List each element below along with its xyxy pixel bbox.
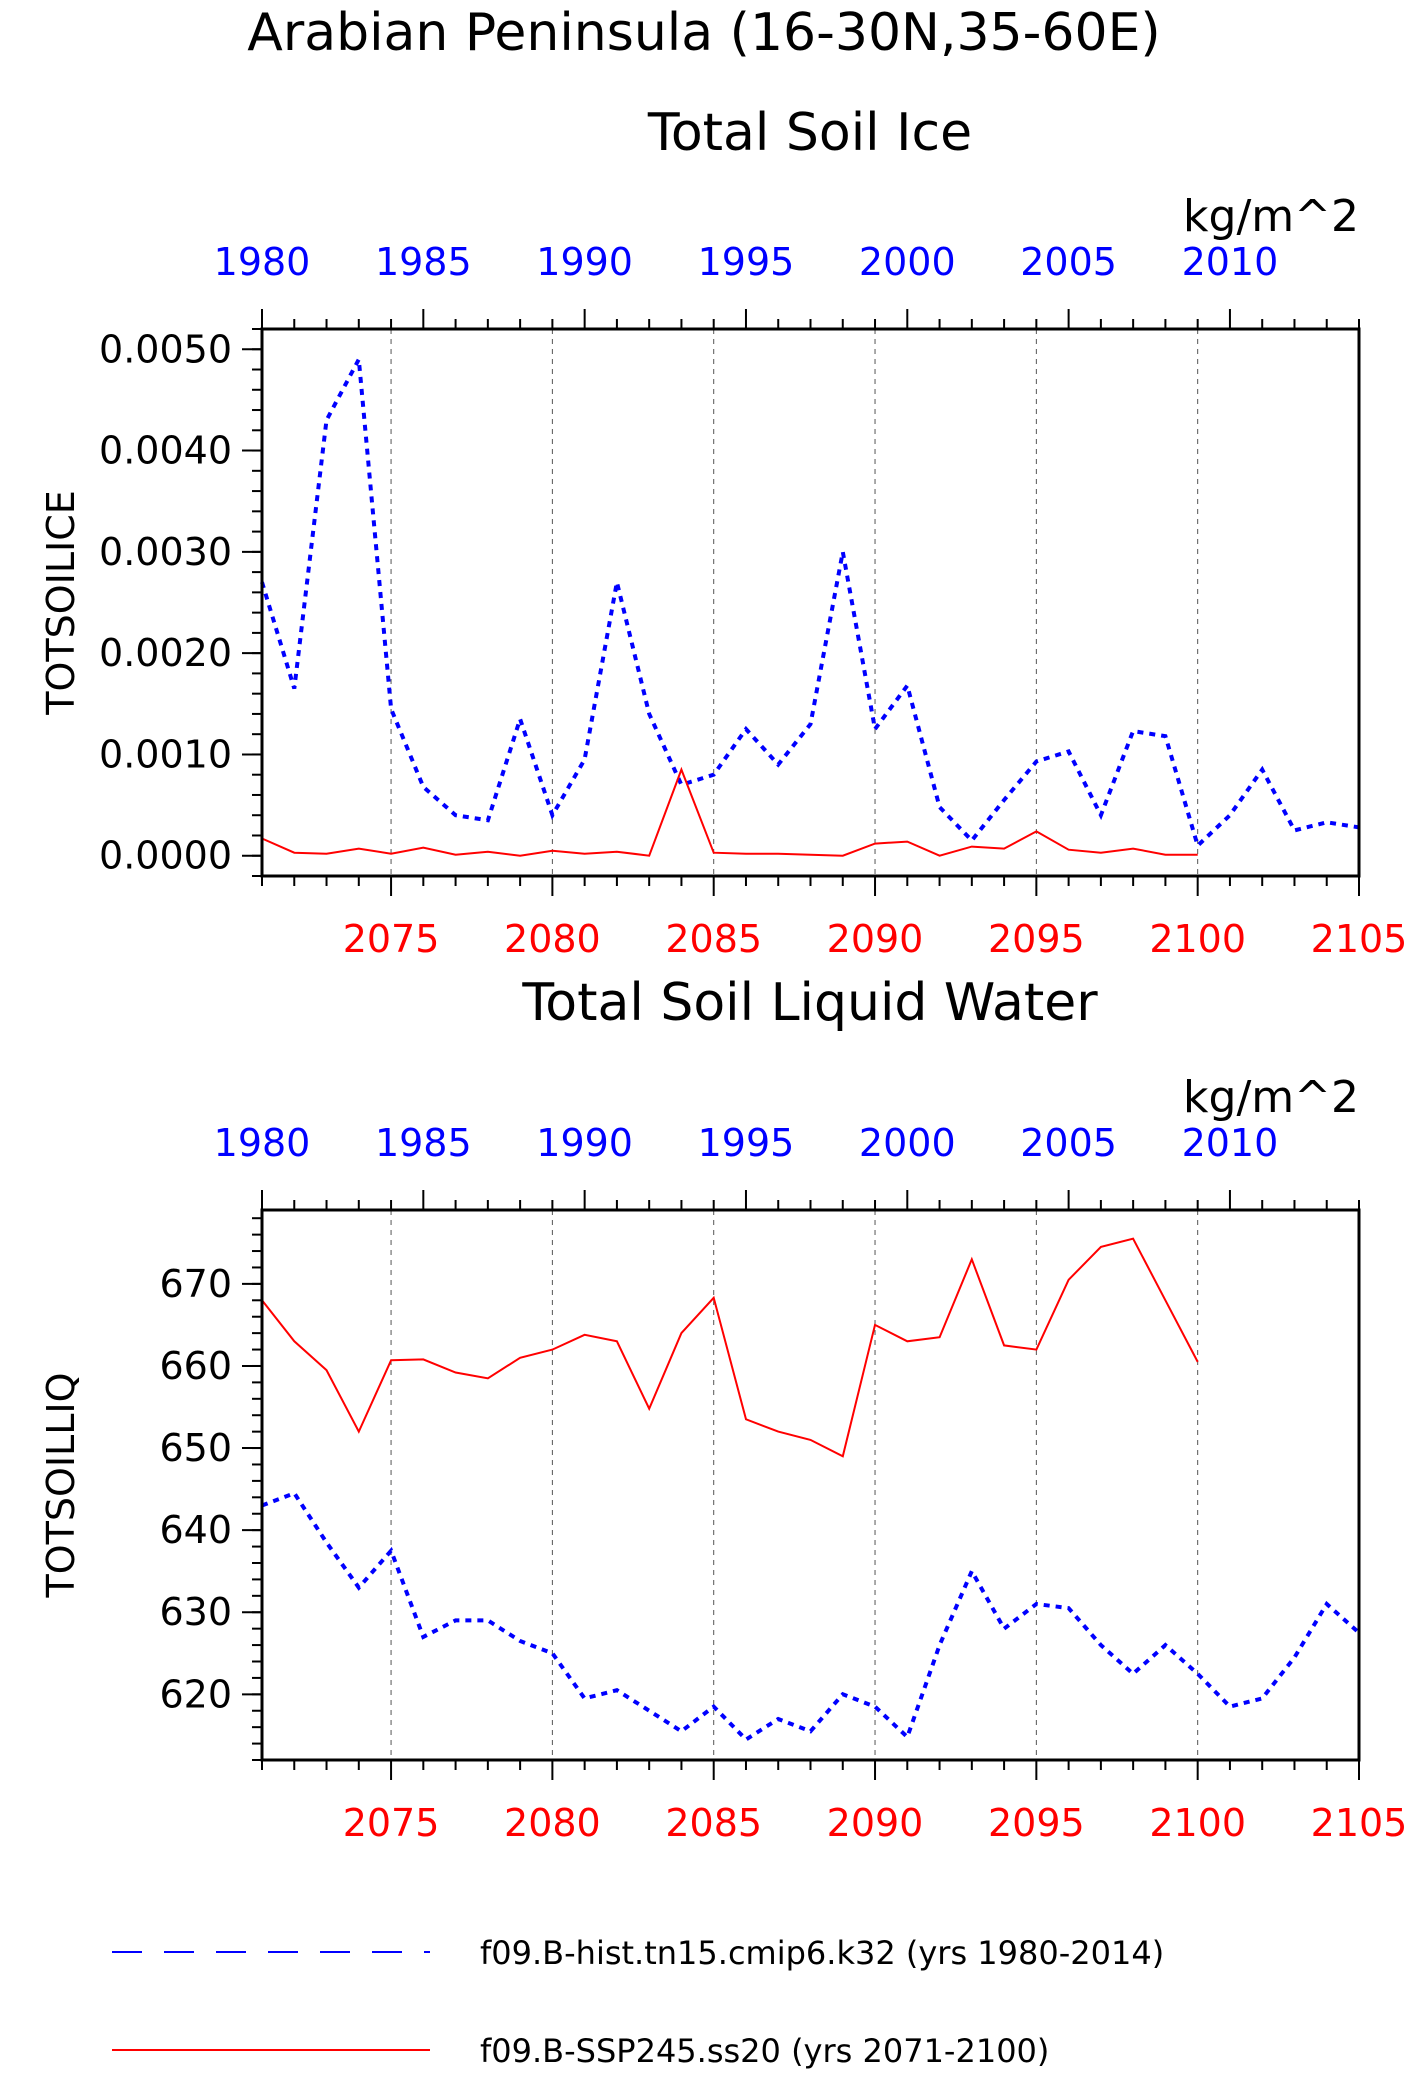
x-tick-label-top: 1995	[698, 1121, 795, 1165]
x-tick-label-top: 1985	[375, 1121, 472, 1165]
series-line-ssp	[261, 1237, 1199, 1458]
figure-title: Arabian Peninsula (16-30N,35-60E)	[247, 3, 1160, 63]
plot-frame	[260, 1208, 1361, 1762]
x-tick-label-bottom: 2090	[827, 1801, 924, 1845]
x-tick-label-bottom: 2095	[988, 1801, 1085, 1845]
x-tick-label-top: 1980	[214, 1121, 311, 1165]
legend-label-ssp: f09.B-SSP245.ss20 (yrs 2071-2100)	[480, 2032, 1049, 2070]
y-tick-label: 670	[159, 1262, 232, 1306]
panel-total-soil-liquid-water: Total Soil Liquid Water kg/m^2 TOTSOILLIQ 2…	[39, 973, 1407, 1845]
x-tick-label-top: 2000	[859, 240, 956, 284]
x-tick-label-bottom: 2090	[827, 917, 924, 961]
panel-title: Total Soil Ice	[647, 103, 972, 163]
y-tick-label: 0.0040	[99, 429, 232, 473]
y-tick-label: 620	[159, 1672, 232, 1716]
x-tick-label-bottom: 2105	[1311, 1801, 1408, 1845]
panel-title: Total Soil Liquid Water	[521, 973, 1098, 1033]
x-tick-label-top: 1990	[536, 1121, 633, 1165]
x-tick-label-bottom: 2105	[1311, 917, 1408, 961]
x-tick-label-bottom: 2095	[988, 917, 1085, 961]
x-tick-label-top: 2005	[1020, 1121, 1117, 1165]
y-tick-label: 650	[159, 1426, 232, 1470]
y-tick-label: 660	[159, 1344, 232, 1388]
x-tick-label-bottom: 2080	[504, 917, 601, 961]
x-tick-label-top: 1985	[375, 240, 472, 284]
x-tick-label-top: 2010	[1182, 240, 1279, 284]
x-tick-label-bottom: 2100	[1149, 1801, 1246, 1845]
legend: f09.B-hist.tn15.cmip6.k32 (yrs 1980-2014…	[112, 1934, 1164, 2070]
y-axis-label: TOTSOILLIQ	[39, 1372, 83, 1598]
y-tick-label: 630	[159, 1590, 232, 1634]
x-tick-label-top: 1980	[214, 240, 311, 284]
plot-frame	[260, 327, 1361, 878]
x-tick-label-bottom: 2085	[665, 917, 762, 961]
series-line-ssp	[261, 766, 1198, 857]
x-tick-label-top: 1990	[536, 240, 633, 284]
x-tick-label-top: 2005	[1020, 240, 1117, 284]
x-tick-label-top: 2000	[859, 1121, 956, 1165]
x-tick-label-top: 1995	[698, 240, 795, 284]
x-tick-label-bottom: 2075	[343, 917, 440, 961]
panel-total-soil-ice: Total Soil Ice kg/m^2 TOTSOILICE 2075 2080 20…	[39, 103, 1407, 961]
y-tick-label: 640	[159, 1508, 232, 1552]
x-tick-label-bottom: 2085	[665, 1801, 762, 1845]
series-line-hist	[260, 352, 1360, 850]
y-tick-label: 0.0010	[99, 732, 232, 776]
y-tick-label: 0.0030	[99, 530, 232, 574]
y-tick-label: 0.0020	[99, 631, 232, 675]
legend-label-hist: f09.B-hist.tn15.cmip6.k32 (yrs 1980-2014…	[480, 1934, 1164, 1972]
y-tick-label: 0.0000	[99, 834, 232, 878]
y-tick-label: 0.0050	[99, 327, 232, 371]
x-tick-label-bottom: 2100	[1149, 917, 1246, 961]
units-label: kg/m^2	[1183, 191, 1359, 242]
units-label: kg/m^2	[1183, 1072, 1359, 1123]
x-tick-label-top: 2010	[1182, 1121, 1279, 1165]
series-line-hist	[261, 1490, 1361, 1743]
x-tick-label-bottom: 2080	[504, 1801, 601, 1845]
x-tick-label-bottom: 2075	[343, 1801, 440, 1845]
y-axis-label: TOTSOILICE	[39, 490, 83, 716]
